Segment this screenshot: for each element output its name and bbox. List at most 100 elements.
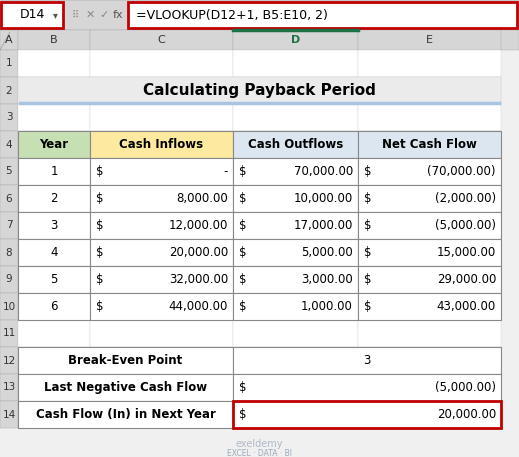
Text: 5,000.00: 5,000.00 [301, 246, 353, 259]
Bar [90, 293, 233, 320]
Bar [358, 158, 501, 185]
Bar [18, 401, 233, 428]
Bar [358, 239, 501, 266]
Text: $: $ [239, 219, 247, 232]
Text: E: E [426, 35, 433, 45]
Bar [0, 0, 519, 30]
Text: exeldemy: exeldemy [236, 439, 283, 449]
Bar [0, 30, 18, 50]
Bar [233, 185, 358, 212]
Text: Break-Even Point: Break-Even Point [69, 354, 183, 367]
Bar [358, 374, 501, 401]
Bar [0, 347, 18, 374]
Text: 10,000.00: 10,000.00 [294, 192, 353, 205]
Text: $: $ [96, 246, 103, 259]
Text: 20,000.00: 20,000.00 [437, 408, 496, 421]
Bar [18, 374, 90, 401]
Bar [18, 131, 90, 158]
Text: Calculating Payback Period: Calculating Payback Period [143, 83, 376, 98]
Bar [90, 239, 233, 266]
Text: C: C [158, 35, 166, 45]
Bar [233, 158, 358, 185]
Text: $: $ [364, 273, 372, 286]
Bar [18, 347, 233, 374]
Text: $: $ [96, 192, 103, 205]
Bar [90, 347, 233, 374]
Bar [233, 185, 358, 212]
Text: (5,000.00): (5,000.00) [435, 219, 496, 232]
Bar [90, 158, 233, 185]
Text: 4: 4 [6, 139, 12, 149]
Text: 15,000.00: 15,000.00 [437, 246, 496, 259]
Bar [90, 212, 233, 239]
Bar [358, 212, 501, 239]
Text: Net Cash Flow: Net Cash Flow [382, 138, 477, 151]
Bar [90, 374, 233, 401]
Bar [358, 30, 501, 50]
Text: 70,000.00: 70,000.00 [294, 165, 353, 178]
Bar [233, 104, 358, 131]
Bar [0, 266, 18, 293]
Text: 32,000.00: 32,000.00 [169, 273, 228, 286]
Text: 3: 3 [6, 112, 12, 122]
Bar [18, 212, 90, 239]
Bar [358, 104, 501, 131]
Text: 1: 1 [6, 58, 12, 69]
Text: ✓: ✓ [99, 10, 108, 20]
Bar [128, 2, 517, 28]
Bar [233, 239, 358, 266]
Bar [18, 77, 501, 104]
Text: EXCEL · DATA · BI: EXCEL · DATA · BI [227, 450, 292, 457]
Bar [0, 104, 18, 131]
Bar [233, 401, 358, 428]
Bar [90, 320, 233, 347]
Bar [0, 30, 18, 50]
Bar [0, 401, 18, 428]
Bar [90, 50, 233, 77]
Bar [90, 293, 233, 320]
Bar [18, 293, 90, 320]
Bar [18, 30, 90, 50]
Text: Year: Year [39, 138, 69, 151]
Text: 12,000.00: 12,000.00 [169, 219, 228, 232]
Bar [233, 77, 358, 104]
Bar [233, 266, 358, 293]
Text: $: $ [239, 246, 247, 259]
Text: 17,000.00: 17,000.00 [294, 219, 353, 232]
Text: Cash Flow (In) in Next Year: Cash Flow (In) in Next Year [36, 408, 215, 421]
Bar [233, 347, 501, 374]
Text: ✕: ✕ [85, 10, 94, 20]
Text: $: $ [239, 381, 247, 394]
Bar [358, 131, 501, 158]
Bar [18, 374, 233, 401]
Bar [358, 158, 501, 185]
Text: 1,000.00: 1,000.00 [301, 300, 353, 313]
Text: 8: 8 [6, 248, 12, 257]
Bar [18, 50, 90, 77]
Text: $: $ [96, 165, 103, 178]
Bar [18, 239, 90, 266]
Bar [90, 266, 233, 293]
Bar [0, 77, 18, 104]
Bar [233, 158, 358, 185]
Text: 5: 5 [6, 166, 12, 176]
Bar [18, 158, 90, 185]
Bar [233, 131, 358, 158]
Bar [18, 401, 90, 428]
Text: ▾: ▾ [52, 10, 58, 20]
Bar [233, 293, 358, 320]
Text: $: $ [96, 219, 103, 232]
Bar [233, 266, 358, 293]
Text: 11: 11 [3, 329, 16, 339]
Bar [18, 185, 90, 212]
Bar [90, 131, 233, 158]
Text: D14: D14 [19, 9, 45, 21]
Bar [233, 131, 358, 158]
Text: $: $ [364, 246, 372, 259]
Text: Last Negative Cash Flow: Last Negative Cash Flow [44, 381, 207, 394]
Bar [233, 374, 501, 401]
Text: 10: 10 [3, 302, 16, 312]
Bar [0, 158, 18, 185]
Bar [358, 347, 501, 374]
Bar [90, 30, 233, 50]
